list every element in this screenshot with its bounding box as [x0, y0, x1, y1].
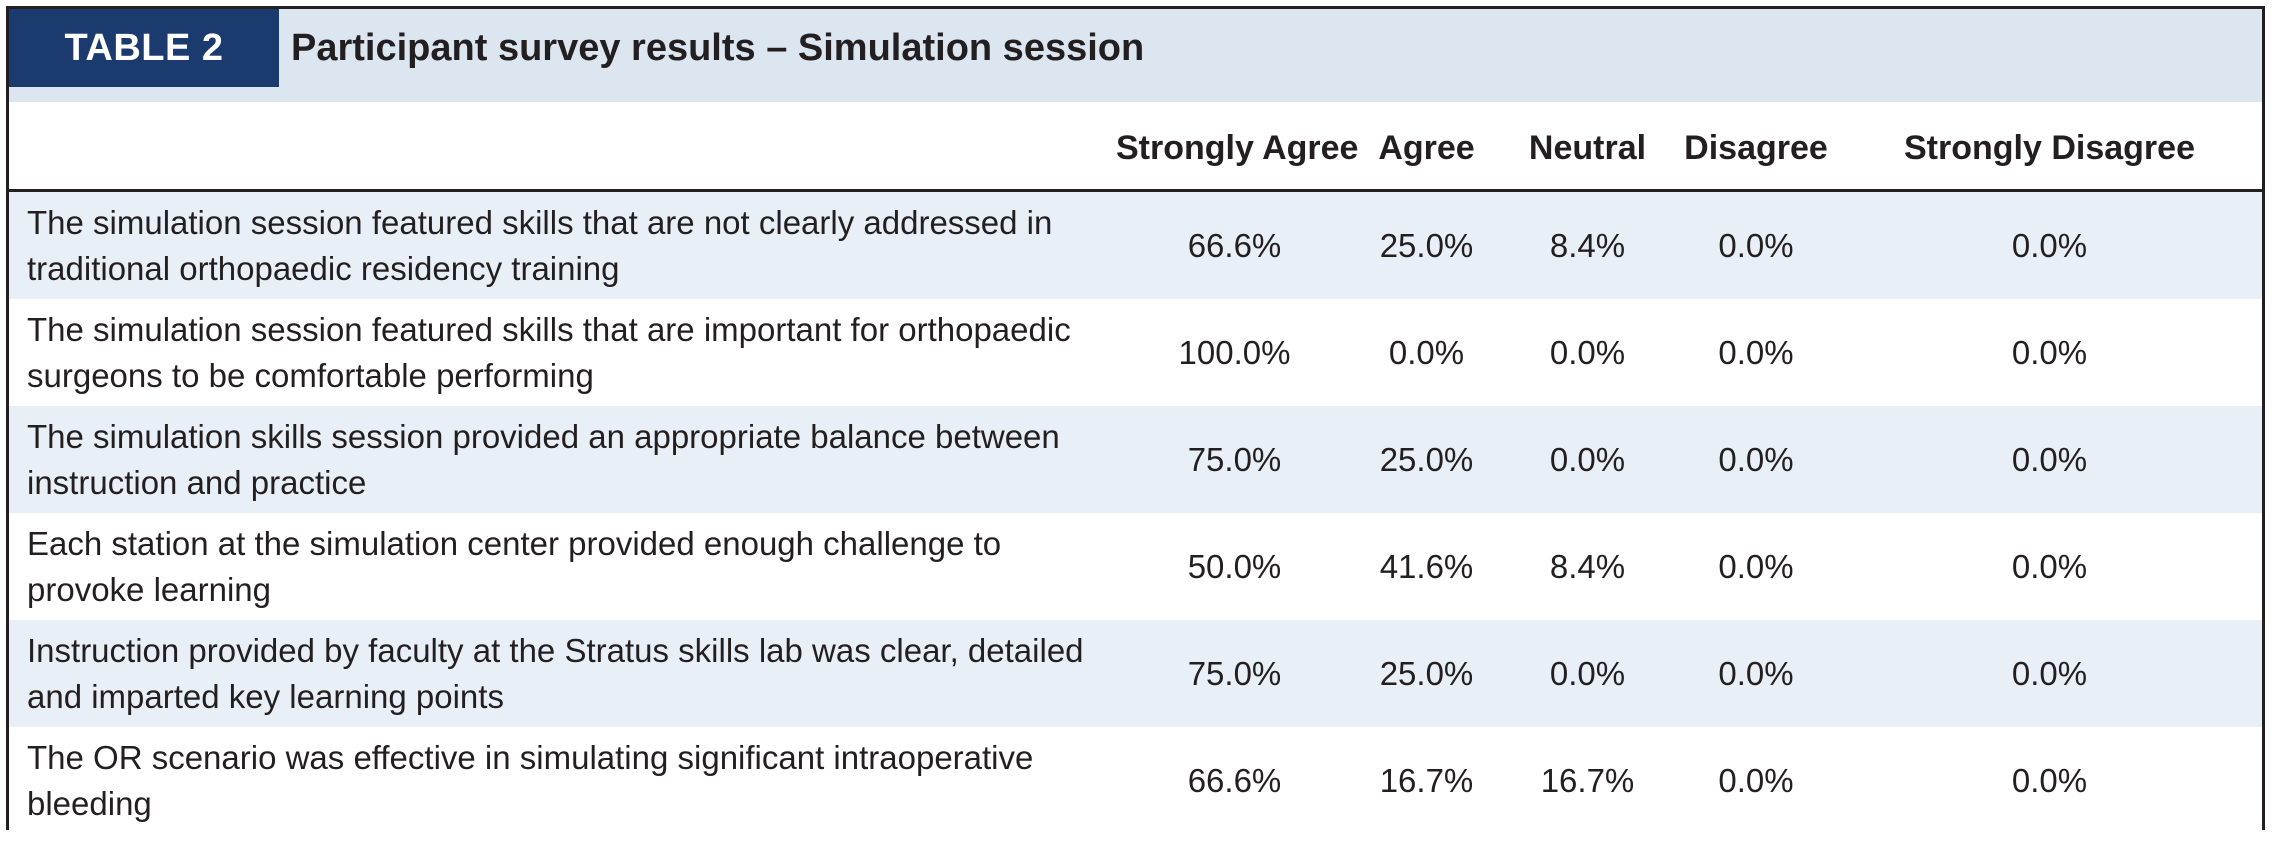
- cell-neutral: 0.0%: [1500, 620, 1675, 727]
- cell-disagree: 0.0%: [1675, 406, 1837, 513]
- cell-strongly-disagree: 0.0%: [1837, 406, 2262, 513]
- cell-agree: 41.6%: [1353, 513, 1500, 620]
- row-statement: Each station at the simulation center pr…: [9, 513, 1116, 620]
- column-header-neutral: Neutral: [1500, 102, 1675, 192]
- cell-strongly-agree: 75.0%: [1116, 406, 1353, 513]
- cell-strongly-agree: 50.0%: [1116, 513, 1353, 620]
- table-label: TABLE 2: [9, 9, 279, 87]
- cell-strongly-agree: 66.6%: [1116, 190, 1353, 299]
- cell-neutral: 8.4%: [1500, 513, 1675, 620]
- table-row: The OR scenario was effective in simulat…: [9, 727, 2262, 834]
- column-header-disagree: Disagree: [1675, 102, 1837, 192]
- row-statement: The OR scenario was effective in simulat…: [9, 727, 1116, 834]
- cell-strongly-disagree: 0.0%: [1837, 727, 2262, 834]
- cell-strongly-disagree: 0.0%: [1837, 190, 2262, 299]
- table-row: The simulation skills session provided a…: [9, 406, 2262, 513]
- survey-results-table: Strongly Agree Agree Neutral Disagree St…: [9, 102, 2262, 834]
- cell-neutral: 8.4%: [1500, 190, 1675, 299]
- table-row: Instruction provided by faculty at the S…: [9, 620, 2262, 727]
- column-header-row: Strongly Agree Agree Neutral Disagree St…: [9, 102, 2262, 192]
- table-title: Participant survey results – Simulation …: [291, 27, 1145, 69]
- cell-agree: 16.7%: [1353, 727, 1500, 834]
- column-header-statement: [9, 102, 1116, 192]
- row-statement: Instruction provided by faculty at the S…: [9, 620, 1116, 727]
- cell-neutral: 0.0%: [1500, 299, 1675, 406]
- cell-strongly-disagree: 0.0%: [1837, 513, 2262, 620]
- table-row: The simulation session featured skills t…: [9, 299, 2262, 406]
- cell-strongly-agree: 66.6%: [1116, 727, 1353, 834]
- cell-agree: 25.0%: [1353, 190, 1500, 299]
- cell-disagree: 0.0%: [1675, 727, 1837, 834]
- survey-table-frame: TABLE 2 Participant survey results – Sim…: [6, 6, 2265, 834]
- cell-disagree: 0.0%: [1675, 190, 1837, 299]
- cell-strongly-agree: 100.0%: [1116, 299, 1353, 406]
- cell-strongly-agree: 75.0%: [1116, 620, 1353, 727]
- cell-disagree: 0.0%: [1675, 299, 1837, 406]
- column-header-strongly-disagree: Strongly Disagree: [1837, 102, 2262, 192]
- column-header-strongly-agree: Strongly Agree: [1116, 102, 1358, 192]
- cell-disagree: 0.0%: [1675, 513, 1837, 620]
- cell-neutral: 0.0%: [1500, 406, 1675, 513]
- table-row: The simulation session featured skills t…: [9, 190, 2262, 299]
- row-statement: The simulation session featured skills t…: [9, 299, 1116, 406]
- column-header-agree: Agree: [1353, 102, 1500, 192]
- table-header-bar: TABLE 2 Participant survey results – Sim…: [9, 9, 2262, 105]
- row-statement: The simulation skills session provided a…: [9, 406, 1116, 513]
- cell-strongly-disagree: 0.0%: [1837, 620, 2262, 727]
- row-statement: The simulation session featured skills t…: [9, 190, 1116, 299]
- cell-agree: 25.0%: [1353, 406, 1500, 513]
- cell-agree: 25.0%: [1353, 620, 1500, 727]
- cell-strongly-disagree: 0.0%: [1837, 299, 2262, 406]
- cell-neutral: 16.7%: [1500, 727, 1675, 834]
- cell-agree: 0.0%: [1353, 299, 1500, 406]
- table-row: Each station at the simulation center pr…: [9, 513, 2262, 620]
- cell-disagree: 0.0%: [1675, 620, 1837, 727]
